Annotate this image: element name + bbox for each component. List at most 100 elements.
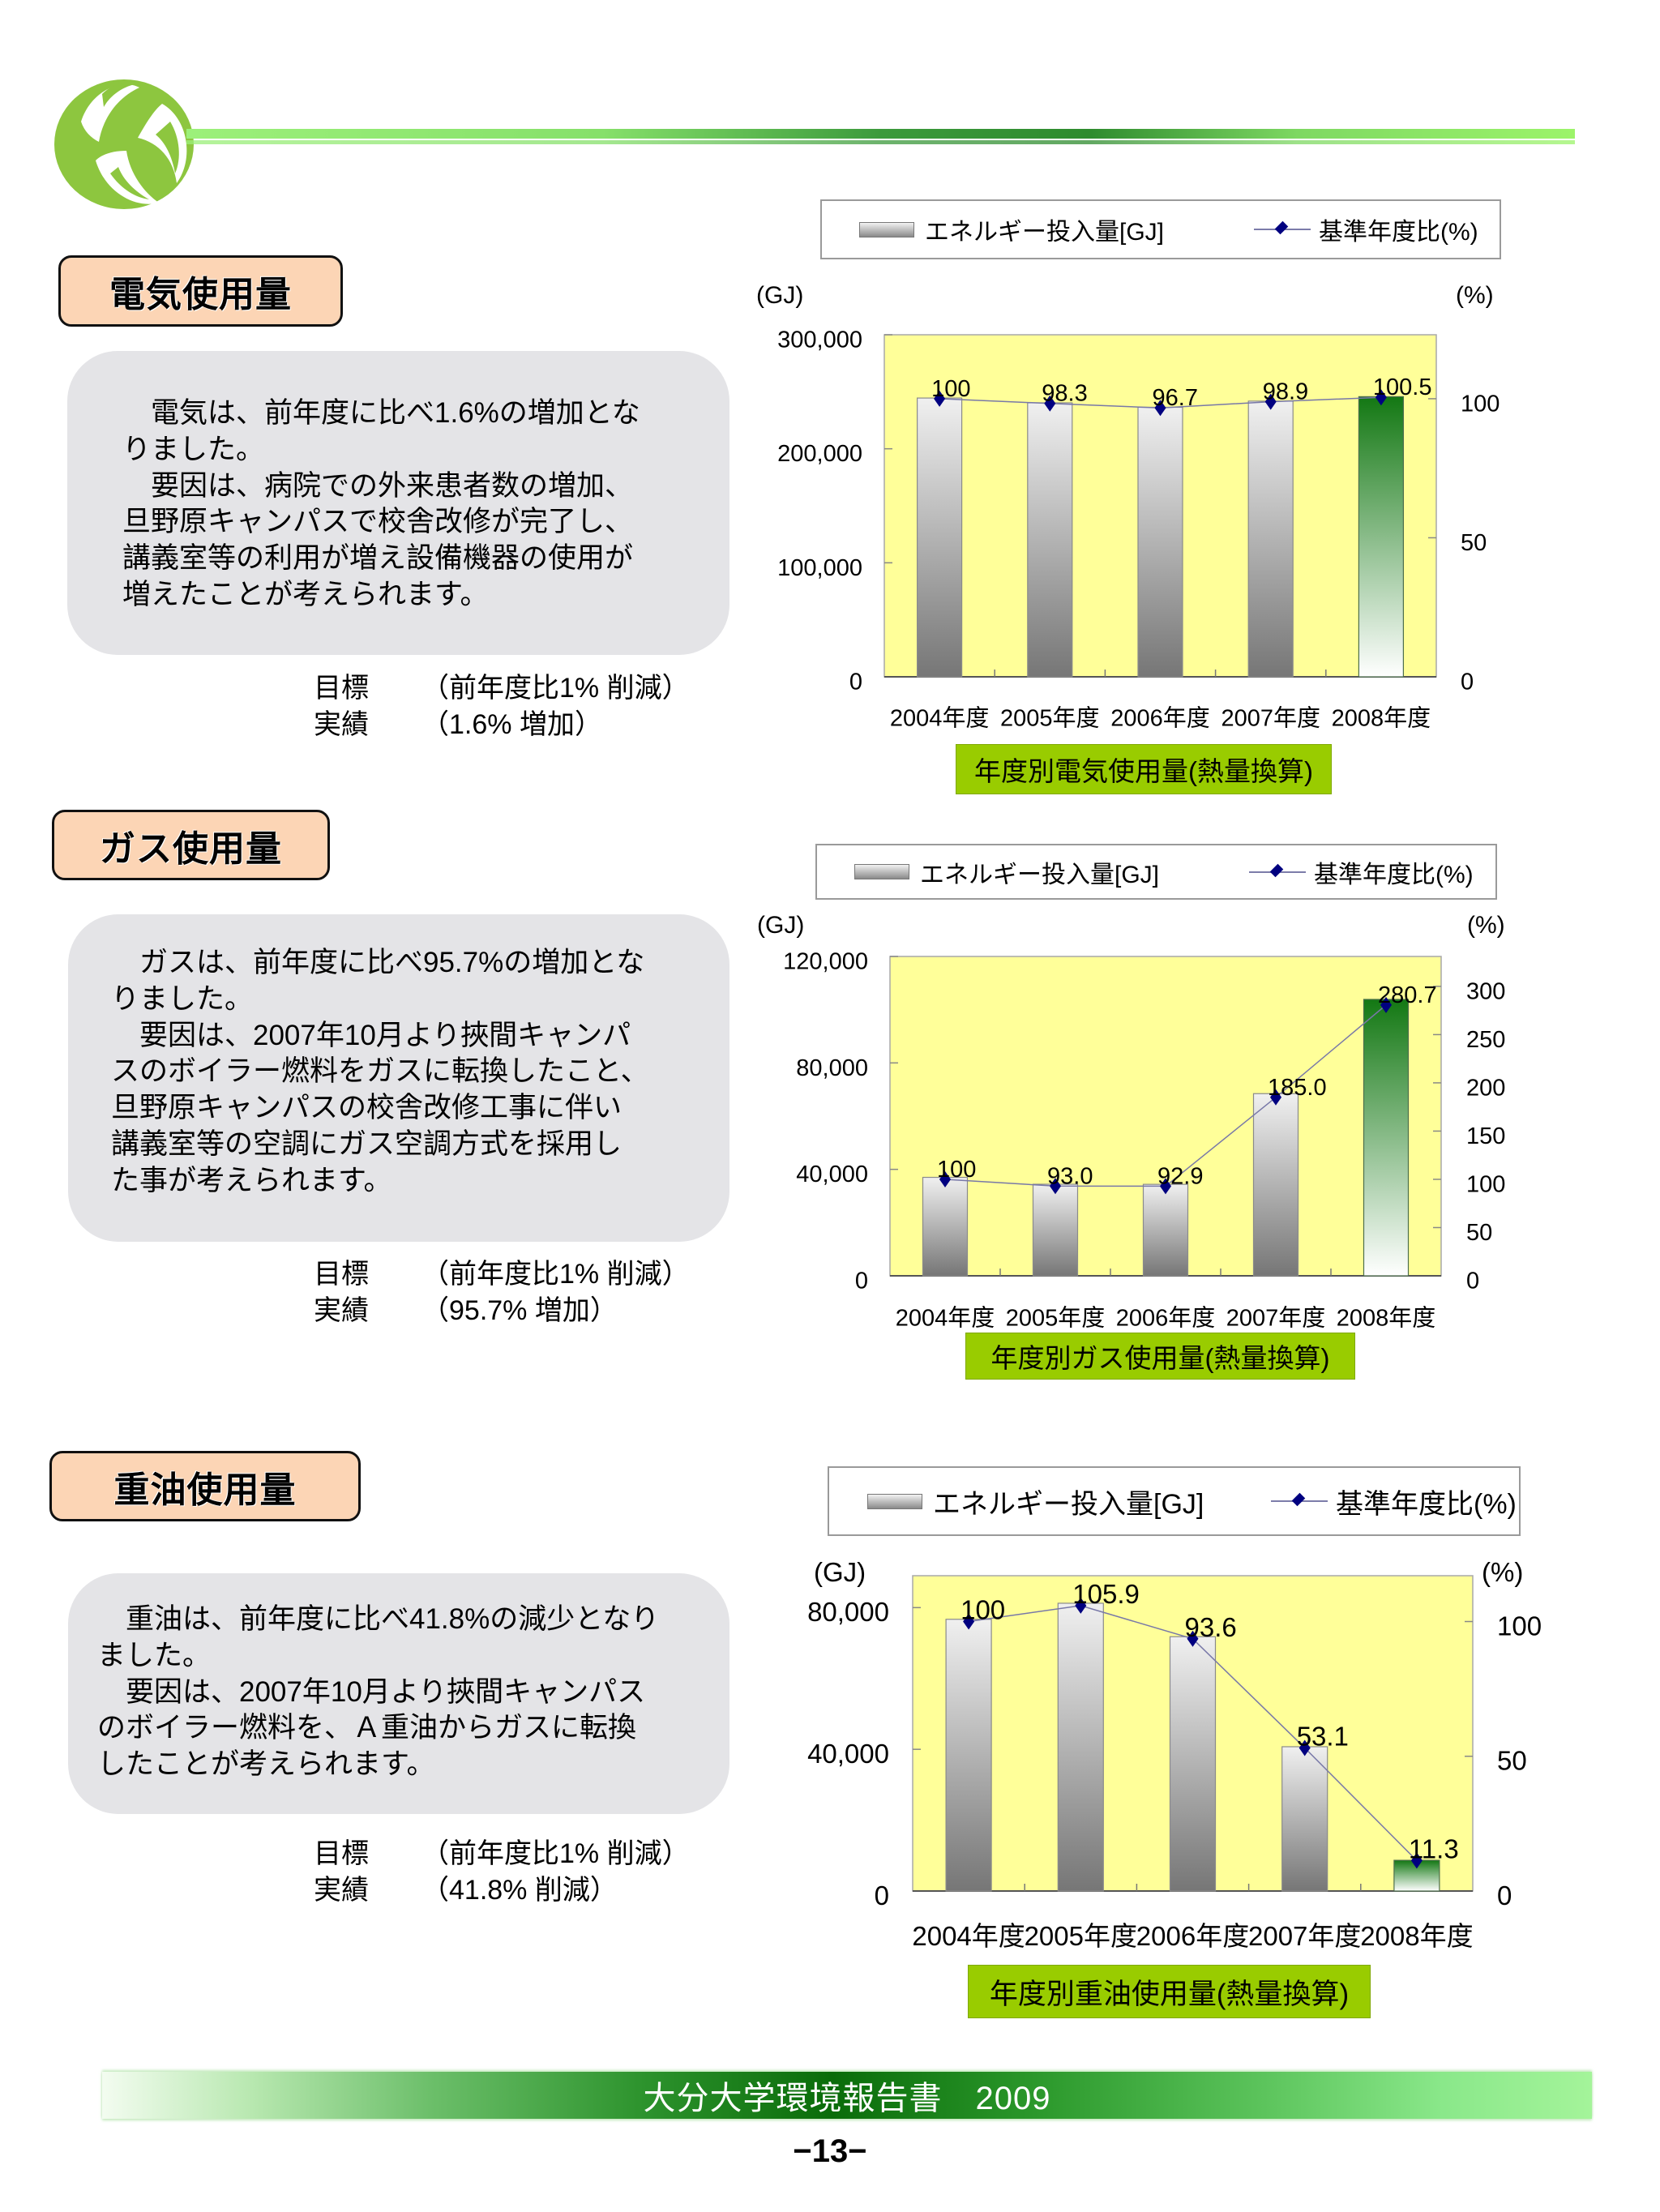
section-title-label: 重油使用量	[113, 1470, 297, 1510]
y-tick-label: 0	[875, 1880, 889, 1910]
data-label: 92.9	[1157, 1163, 1203, 1189]
y-tick-label: 80,000	[796, 1055, 868, 1081]
x-category-label: 2007年度	[1248, 1921, 1361, 1951]
legend-item-bar: エネルギー投入量[GJ]	[854, 845, 1159, 898]
y2-tick-label: 150	[1466, 1123, 1505, 1149]
data-label: 93.0	[1047, 1163, 1093, 1189]
x-category-label: 2004年度	[890, 704, 990, 731]
x-category-label: 2007年度	[1221, 704, 1320, 731]
diamond-marker-icon	[934, 390, 946, 407]
y-tick-label: 40,000	[807, 1739, 889, 1769]
data-label: 93.6	[1185, 1612, 1237, 1642]
text-bubble-gas	[68, 914, 729, 1242]
diamond-line-icon	[1254, 220, 1311, 237]
y-tick-label: 40,000	[796, 1162, 868, 1187]
section-title-gas: ガス使用量	[52, 810, 330, 880]
y2-tick-label: 100	[1466, 1171, 1505, 1197]
data-label: 100	[960, 1595, 1005, 1625]
bar	[1057, 1602, 1104, 1892]
paragraph-line: のボイラー燃料を、Ａ重油からガスに転換	[97, 1712, 637, 1744]
y-tick-label: 200,000	[777, 441, 862, 467]
diamond-marker-icon	[1044, 395, 1056, 412]
result-value: （41.8% 削減）	[421, 1875, 618, 1906]
y2-tick-label: 50	[1461, 530, 1487, 556]
goal-value: （前年度比1% 削減）	[421, 1259, 690, 1290]
chart-legend-heavy-oil: エネルギー投入量[GJ] 基準年度比(%)	[828, 1466, 1521, 1536]
legend-bar-label: エネルギー投入量[GJ]	[920, 861, 1160, 888]
y-tick-label: 0	[855, 1268, 868, 1294]
result-label: 実績	[314, 1295, 369, 1326]
diamond-marker-icon	[1270, 1089, 1281, 1106]
paragraph-line: 電気は、前年度に比べ1.6%の増加とな	[122, 397, 640, 429]
goal-value: （前年度比1% 削減）	[421, 1838, 690, 1869]
chart-electricity: 0 100,000 200,000 300,000 0 50 100 100 98.3 96.7 9…	[777, 327, 1500, 731]
y-axis-unit-left: (GJ)	[757, 912, 805, 939]
text-bubble-heavy-oil	[68, 1573, 729, 1814]
diamond-marker-icon	[1410, 1852, 1423, 1869]
y2-tick-label: 250	[1466, 1027, 1505, 1053]
chart-caption-electricity: 年度別電気使用量(熱量換算)	[956, 744, 1332, 794]
data-label: 98.3	[1042, 381, 1087, 407]
y-axis-unit-left: (GJ)	[756, 282, 804, 309]
y-tick-label: 80,000	[807, 1597, 889, 1627]
paragraph-line: したことが考えられます。	[97, 1748, 435, 1781]
section-title-electricity: 電気使用量	[58, 255, 343, 327]
paragraph-line: 要因は、2007年10月より挾間キャンパ	[111, 1019, 631, 1051]
bar	[1247, 400, 1294, 678]
bar	[1142, 1183, 1189, 1277]
x-category-label: 2005年度	[1000, 704, 1100, 731]
result-label: 実績	[314, 1875, 369, 1906]
paragraph-line: スのボイラー燃料をガスに転換したこと、	[111, 1055, 649, 1088]
caption-label: 年度別重油使用量(熱量換算)	[989, 1978, 1350, 2010]
bar	[945, 1619, 992, 1892]
paragraph-line: 重油は、前年度に比べ41.8%の減少となり	[97, 1603, 660, 1635]
diamond-marker-icon	[1298, 1739, 1311, 1756]
y2-tick-label: 50	[1466, 1220, 1492, 1246]
y-axis-unit-right: (%)	[1456, 282, 1494, 309]
legend-item-line: 基準年度比(%)	[1249, 845, 1474, 898]
legend-line-label: 基準年度比(%)	[1319, 219, 1478, 246]
diamond-marker-icon	[1380, 996, 1392, 1013]
diamond-marker-icon	[1154, 400, 1166, 417]
goal-label: 目標	[314, 1838, 369, 1869]
result-value: （95.7% 増加）	[421, 1295, 618, 1326]
paragraph-line: 増えたことが考えられます。	[122, 578, 489, 610]
section-title-label: ガス使用量	[100, 828, 282, 869]
bar	[1169, 1636, 1217, 1892]
bar	[1281, 1746, 1328, 1892]
y-tick-label: 0	[849, 669, 862, 695]
paragraph-line: 旦野原キャンパスで校舎改修が完了し、	[122, 506, 634, 538]
paragraph-line: ました。	[97, 1639, 212, 1671]
data-label: 100	[931, 376, 970, 402]
diamond-marker-icon	[1375, 389, 1387, 406]
data-label: 105.9	[1072, 1579, 1140, 1609]
bar-swatch-icon	[867, 1493, 922, 1509]
goal-label: 目標	[314, 673, 369, 704]
y2-tick-label: 100	[1497, 1611, 1542, 1641]
y-tick-label: 120,000	[783, 948, 868, 974]
footer-band: 大分大学環境報告書 2009	[102, 2072, 1592, 2119]
paragraph-heavy-oil: 重油は、前年度に比べ41.8%の減少となり ました。 要因は、2007年10月よ…	[97, 1602, 659, 1783]
legend-item-bar: エネルギー投入量[GJ]	[867, 1468, 1204, 1534]
x-category-label: 2008年度	[1337, 1304, 1436, 1331]
bar-highlighted	[1363, 999, 1410, 1277]
legend-item-bar: エネルギー投入量[GJ]	[859, 201, 1164, 258]
page-number: −13−	[793, 2133, 867, 2169]
x-category-label: 2005年度	[1025, 1921, 1137, 1951]
data-label: 280.7	[1378, 982, 1437, 1008]
bar	[1032, 1183, 1079, 1277]
chart-legend-electricity: エネルギー投入量[GJ] 基準年度比(%)	[820, 199, 1501, 259]
bar	[916, 397, 963, 678]
result-value: （1.6% 増加）	[421, 709, 602, 740]
legend-line-label: 基準年度比(%)	[1336, 1488, 1517, 1520]
x-category-label: 2008年度	[1360, 1921, 1473, 1951]
result-label: 実績	[314, 709, 369, 740]
y2-tick-label: 100	[1461, 391, 1500, 417]
diamond-marker-icon	[939, 1170, 951, 1187]
paragraph-line: 要因は、2007年10月より挾間キャンパス	[97, 1675, 646, 1708]
goal-label: 目標	[314, 1259, 369, 1290]
y-axis-unit-left: (GJ)	[814, 1557, 866, 1587]
x-category-label: 2007年度	[1226, 1304, 1326, 1331]
x-category-label: 2008年度	[1332, 704, 1431, 731]
y2-tick-label: 50	[1497, 1746, 1527, 1776]
